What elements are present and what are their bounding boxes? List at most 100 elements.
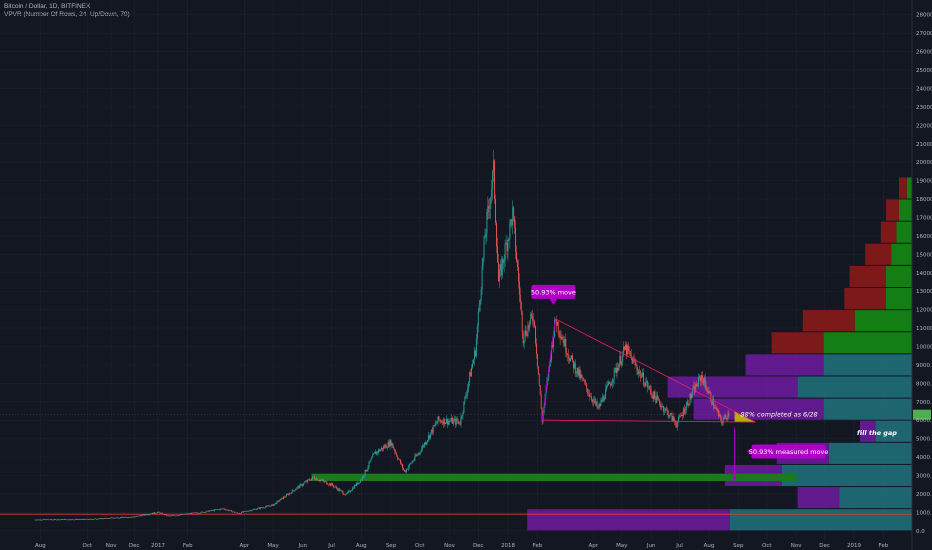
candle-body <box>107 518 109 519</box>
candle-body <box>270 504 272 507</box>
candle-body <box>248 510 250 512</box>
x-tick-label: Jun <box>297 543 307 549</box>
candle-body <box>422 445 424 449</box>
candle-body <box>673 416 675 421</box>
candle-body <box>434 423 436 426</box>
candle-body <box>454 418 456 425</box>
candle-body <box>37 519 39 521</box>
candle-body <box>132 516 134 518</box>
candle-body <box>626 345 628 355</box>
candle-body <box>440 420 442 423</box>
x-tick-label: 2017 <box>151 543 165 549</box>
x-tick-label: May <box>267 543 279 549</box>
candle-body <box>237 512 239 514</box>
candle-body <box>57 519 59 520</box>
candle-body <box>494 160 496 200</box>
x-tick-label: Jul <box>327 543 335 549</box>
candle-body <box>358 482 360 484</box>
candle-body <box>282 497 284 499</box>
volume-bar-up <box>823 354 912 376</box>
x-tick-label: Aug <box>35 543 46 549</box>
y-tick-label: 17000.0 <box>916 215 932 221</box>
candle-body <box>179 514 181 516</box>
candle-body <box>719 414 721 418</box>
candle-body <box>390 440 392 446</box>
candle-body <box>557 322 559 332</box>
candle-body <box>234 511 236 513</box>
candle-body <box>36 519 38 521</box>
candle-body <box>238 513 239 514</box>
candle-body <box>320 480 322 481</box>
candle-body <box>285 496 286 498</box>
candle-body <box>468 381 470 388</box>
candle-body <box>582 377 584 381</box>
candle-body <box>393 447 395 450</box>
candle-body <box>713 398 715 408</box>
candle-body <box>308 479 309 481</box>
candle-body <box>642 372 644 377</box>
candle-body <box>599 404 601 406</box>
x-tick-label: Dec <box>129 543 140 549</box>
candle-body <box>432 425 434 433</box>
candle-body <box>542 412 544 422</box>
candle-body <box>675 421 677 426</box>
y-tick-label: 20000.0 <box>916 160 932 166</box>
candle-body <box>619 356 621 365</box>
y-tick-label: 10000.0 <box>916 344 932 350</box>
candle-body <box>86 518 88 520</box>
candle-body <box>86 519 87 520</box>
candle-body <box>623 346 625 354</box>
candle-body <box>573 362 575 369</box>
candle-body <box>191 512 193 515</box>
candle-body <box>216 509 217 511</box>
y-tick-label: 11000.0 <box>916 326 932 332</box>
candle-body <box>497 262 499 282</box>
candle-body <box>399 459 401 460</box>
candle-body <box>665 408 667 410</box>
candle-body <box>297 486 299 488</box>
candle-body <box>116 517 118 519</box>
candle-body <box>520 301 522 312</box>
candle-body <box>439 420 441 421</box>
candle-body <box>73 519 75 521</box>
candle-body <box>688 404 690 406</box>
candle-body <box>577 367 579 376</box>
candle-body <box>60 519 62 520</box>
candle-body <box>603 396 605 400</box>
volume-bar-up <box>854 310 912 332</box>
candle-body <box>638 371 640 374</box>
candle-body <box>397 456 399 460</box>
volume-bar-down <box>802 310 855 332</box>
candle-body <box>403 468 404 470</box>
candle-body <box>53 519 55 520</box>
candle-body <box>378 449 379 453</box>
candle-body <box>281 497 283 499</box>
candle-body <box>352 487 354 491</box>
candle-body <box>408 464 410 468</box>
candle-body <box>384 445 386 448</box>
candle-body <box>530 314 532 321</box>
candle-body <box>160 513 162 514</box>
candle-body <box>531 314 533 316</box>
candle-body <box>386 447 388 449</box>
triangle-upper-line <box>555 318 756 423</box>
candle-body <box>247 511 249 512</box>
candle-body <box>588 393 590 395</box>
candle-body <box>683 408 685 414</box>
candle-body <box>102 518 104 519</box>
candle-body <box>242 511 244 513</box>
candle-body <box>726 418 728 420</box>
candle-body <box>257 508 259 510</box>
candle-body <box>317 480 319 481</box>
candle-body <box>449 421 450 422</box>
candle-body <box>649 386 651 391</box>
volume-bar-down <box>527 509 730 531</box>
candle-body <box>659 399 661 404</box>
candle-body <box>198 513 200 514</box>
candle-body <box>110 517 112 519</box>
candle-body <box>555 319 557 326</box>
candle-body <box>631 356 633 364</box>
candle-body <box>182 513 184 515</box>
candle-body <box>496 222 497 247</box>
